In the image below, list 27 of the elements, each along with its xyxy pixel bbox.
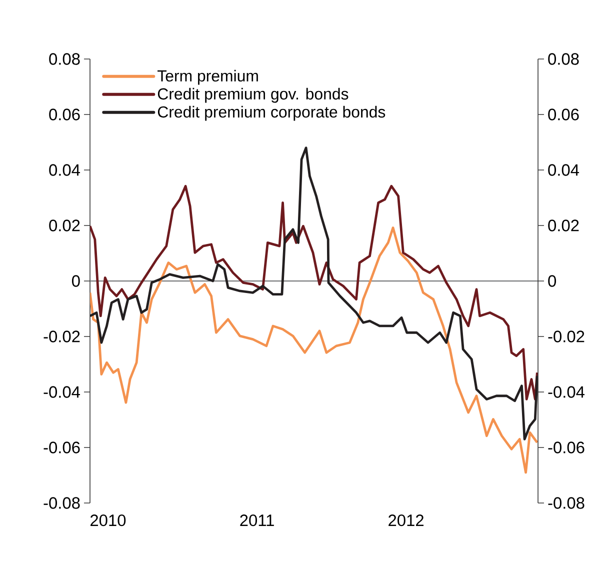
y-tick-label: 0.08 [49,53,80,65]
y2-tick-label: 0.06 [548,108,579,120]
legend-label: Credit premium gov. bonds [158,88,348,103]
y2-tick-label: -0.04 [548,386,584,398]
y-tick-label: 0.04 [49,164,80,176]
y2-tick-label: 0.02 [548,220,579,232]
legend-label: Term premium [158,70,258,85]
y-tick-label: 0.02 [49,220,80,232]
x-tick-label: 2012 [388,514,424,526]
x-tick-label: 2011 [240,514,274,526]
line-series [90,226,538,474]
y2-tick-label: -0.08 [548,497,584,509]
y2-tick-label: -0.02 [548,330,584,342]
y2-tick-label: 0.08 [548,53,579,65]
y2-tick-label: 0 [548,275,556,287]
y-tick-label: -0.02 [44,330,80,342]
y-tick-label: -0.04 [44,386,80,398]
y-tick-label: 0.06 [49,108,80,120]
line-series [90,146,538,440]
y-tick-label: -0.06 [44,442,80,454]
x-tick-label: 2010 [90,514,126,526]
y-tick-label: 0 [72,275,80,287]
line-series [90,184,538,400]
y2-tick-label: 0.04 [548,164,580,176]
legend-label: Credit premium corporate bonds [158,106,386,121]
y-tick-label: -0.08 [44,497,80,509]
y2-tick-label: -0.06 [548,442,584,454]
